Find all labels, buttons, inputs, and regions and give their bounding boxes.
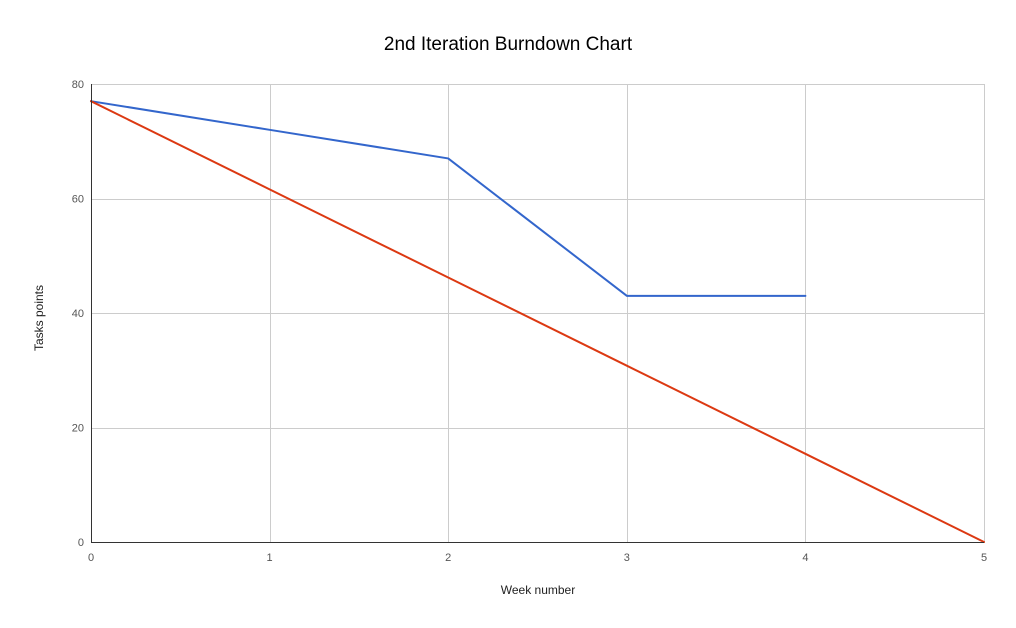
axes — [91, 84, 984, 543]
chart-title: 2nd Iteration Burndown Chart — [384, 34, 633, 55]
x-tick-label: 5 — [981, 552, 987, 564]
y-axis-title: Tasks points — [32, 285, 46, 351]
tick-labels: 0 1 2 3 4 5 0 20 40 60 80 — [72, 79, 987, 564]
series-line-2 — [90, 100, 985, 543]
x-tick-label: 4 — [802, 552, 808, 564]
x-tick-label: 0 — [88, 552, 94, 564]
y-tick-label: 60 — [72, 194, 84, 206]
x-tick-label: 2 — [445, 552, 451, 564]
y-tick-label: 40 — [72, 308, 84, 320]
data-series — [90, 100, 985, 543]
y-tick-label: 20 — [72, 423, 84, 435]
x-axis-title: Week number — [501, 583, 575, 597]
y-tick-label: 0 — [78, 537, 84, 549]
grid-lines — [91, 84, 985, 542]
series-line-1 — [90, 100, 807, 297]
y-tick-label: 80 — [72, 79, 84, 91]
x-tick-label: 3 — [624, 552, 630, 564]
x-tick-label: 1 — [267, 552, 273, 564]
